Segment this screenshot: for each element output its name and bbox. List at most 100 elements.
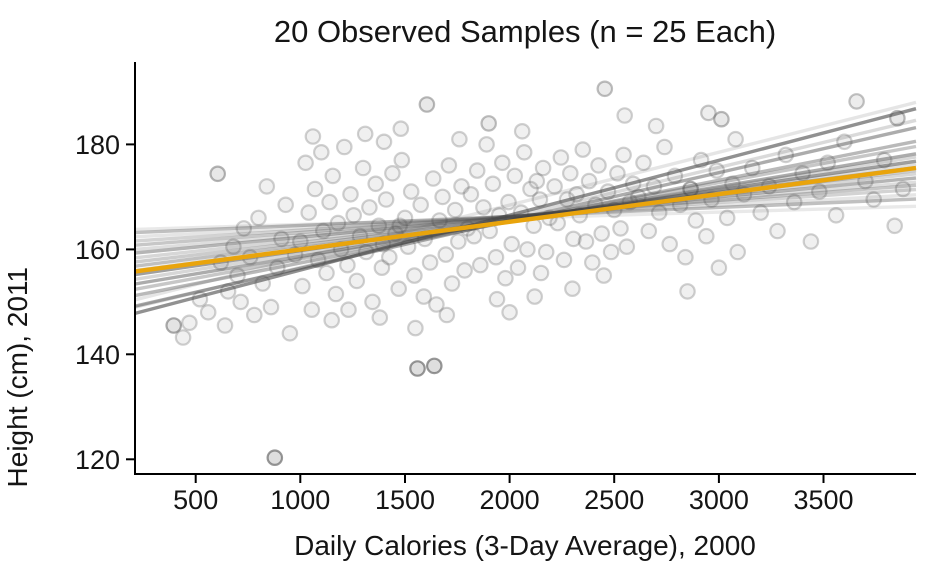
scatter-point xyxy=(785,193,803,211)
scatter-point xyxy=(697,227,715,245)
scatter-point xyxy=(656,138,673,156)
scatter-point xyxy=(412,196,429,214)
scatter-point xyxy=(425,357,443,375)
scatter-point xyxy=(402,183,420,200)
scatter-point xyxy=(273,230,290,248)
scatter-point xyxy=(590,157,607,174)
scatter-point xyxy=(848,93,865,110)
scatter-point xyxy=(645,178,663,195)
scatter-point xyxy=(526,288,543,305)
scatter-point xyxy=(522,180,539,198)
scatter-point xyxy=(503,235,520,253)
scatter-point xyxy=(258,178,276,195)
scatter-point xyxy=(710,259,728,276)
scatter-point xyxy=(532,264,550,282)
scatter-point xyxy=(428,296,445,313)
scatter-point xyxy=(443,275,461,292)
scatter-point xyxy=(616,107,633,124)
scatter-point xyxy=(564,280,581,297)
scatter-point xyxy=(340,301,357,318)
true-regression-line xyxy=(134,165,917,274)
scatter-point xyxy=(431,212,448,229)
scatter-point xyxy=(513,123,531,140)
scatter-point xyxy=(677,248,694,266)
scatter-point xyxy=(487,248,505,266)
scatter-point xyxy=(453,178,470,195)
scatter-point xyxy=(324,167,342,185)
scatter-point xyxy=(743,159,761,177)
scatter-point xyxy=(802,233,820,250)
scatter-point xyxy=(475,199,492,216)
scatter-point xyxy=(471,256,489,274)
scatter-point xyxy=(449,233,467,250)
scatter-point xyxy=(687,212,705,229)
scatter-point xyxy=(364,293,381,311)
scatter-point xyxy=(478,136,495,153)
scatter-point xyxy=(225,238,242,255)
scatter-point xyxy=(390,280,407,297)
scatter-point xyxy=(373,259,391,276)
chart-title: 20 Observed Samples (n = 25 Each) xyxy=(273,14,777,49)
scatter-point xyxy=(609,165,626,182)
y-axis-label-text: Height (cm), 2011 xyxy=(2,267,33,488)
scatter-point xyxy=(409,360,426,377)
scatter-point xyxy=(595,267,613,284)
scatter-point xyxy=(216,317,234,334)
scatter-point xyxy=(752,204,769,221)
scatter-point xyxy=(327,285,345,303)
scatter-point xyxy=(370,217,388,235)
scatter-point xyxy=(281,324,299,342)
scatter-point xyxy=(434,188,451,206)
sample-regression-line xyxy=(134,187,917,243)
x-tick-label: 500 xyxy=(173,485,218,515)
scatter-point xyxy=(555,251,573,269)
scatter-point xyxy=(894,180,912,198)
scatter-point xyxy=(506,167,524,185)
scatter-point xyxy=(345,207,362,224)
scatter-point xyxy=(552,149,570,166)
scatter-point xyxy=(534,159,552,177)
scatter-point xyxy=(262,298,280,316)
y-tick-label: 160 xyxy=(75,235,120,265)
scatter-point xyxy=(577,233,595,250)
scatter-point xyxy=(232,293,249,311)
scatter-point xyxy=(468,162,486,179)
scatter-point xyxy=(640,222,658,240)
scatter-point xyxy=(415,288,433,305)
scatter-point xyxy=(729,243,746,261)
scatter-point xyxy=(361,199,378,216)
scatter-point xyxy=(438,306,456,324)
scatter-point xyxy=(497,269,514,287)
scatter-point xyxy=(391,217,408,235)
scatter-point xyxy=(371,309,389,326)
scatter-point xyxy=(886,217,903,235)
scatter-point xyxy=(354,159,372,177)
scatter-point xyxy=(561,165,579,182)
sample-regression-line xyxy=(134,197,917,235)
scatter-point xyxy=(679,283,696,300)
scatter-point xyxy=(297,154,314,172)
scatter-point xyxy=(303,301,321,318)
scatter-point xyxy=(323,311,340,329)
scatter-point xyxy=(708,162,726,179)
scatter-point xyxy=(181,314,198,332)
scatter-point xyxy=(356,125,374,143)
scatter-point xyxy=(174,329,192,346)
scatter-point xyxy=(602,243,620,261)
scatter-point xyxy=(713,110,730,128)
scatter-point xyxy=(312,144,330,161)
scatter-point xyxy=(546,178,563,195)
scatter-point xyxy=(827,207,845,224)
scatter-point xyxy=(407,319,424,337)
scatter-point xyxy=(618,238,636,255)
scatter-point xyxy=(335,138,353,156)
scatter-point xyxy=(509,259,527,276)
sample-regression-line xyxy=(134,100,917,302)
scatter-point xyxy=(384,165,401,182)
scatter-point xyxy=(321,193,338,211)
scatter-point xyxy=(377,191,395,208)
scatter-point xyxy=(519,241,536,258)
scatter-point xyxy=(306,180,324,198)
